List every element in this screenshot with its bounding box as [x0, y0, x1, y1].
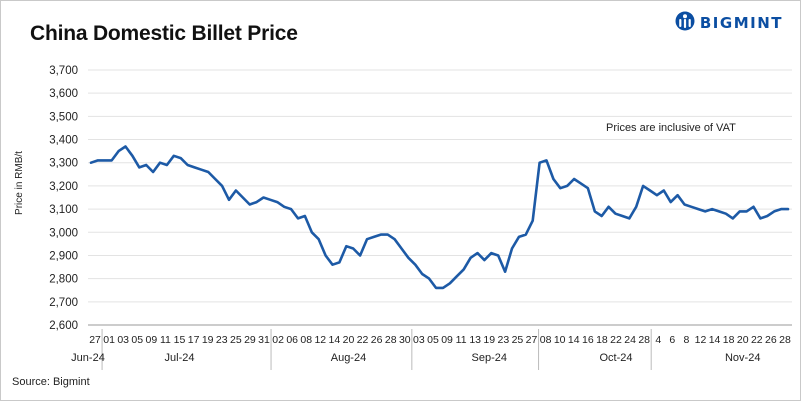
y-axis-label: Price in RMB/t [14, 151, 25, 215]
source-note: Source: Bigmint [12, 376, 90, 388]
x-month-label: Oct-24 [599, 352, 632, 364]
x-tick-label: 22 [751, 334, 763, 346]
x-tick-label: 08 [300, 334, 312, 346]
x-tick-label: 27 [89, 334, 101, 346]
x-tick-label: 15 [174, 334, 186, 346]
x-month-label: Nov-24 [725, 352, 760, 364]
y-tick-label: 2,600 [49, 320, 78, 332]
y-tick-label: 2,800 [49, 274, 78, 286]
x-tick-label: 26 [371, 334, 383, 346]
series-group [89, 145, 790, 290]
x-tick-label: 25 [512, 334, 524, 346]
x-tick-label: 11 [456, 334, 467, 346]
x-tick-label: 28 [385, 334, 397, 346]
y-tick-label: 3,600 [49, 88, 78, 100]
y-tick-label: 2,900 [49, 250, 78, 262]
y-tick-label: 3,000 [49, 227, 78, 239]
x-tick-label: 03 [413, 334, 425, 346]
bigmint-logo-icon [675, 11, 695, 36]
x-tick-label: 29 [244, 334, 256, 346]
x-tick-label: 06 [286, 334, 298, 346]
x-tick-label: 01 [103, 334, 115, 346]
x-month-label: Sep-24 [472, 352, 507, 364]
x-tick-label: 25 [230, 334, 242, 346]
x-tick-label: 05 [131, 334, 143, 346]
x-tick-label: 22 [357, 334, 369, 346]
x-tick-label: 28 [638, 334, 650, 346]
brand-name: BIGMINT [699, 14, 783, 32]
x-tick-label: 4 [655, 334, 661, 346]
y-tick-label: 3,200 [49, 181, 78, 193]
x-tick-label: 27 [526, 334, 538, 346]
x-tick-label: 6 [669, 334, 675, 346]
y-axis: 2,600 2,700 2,800 2,900 3,000 3,100 3,200 3,300… [49, 65, 78, 332]
x-month-label: Jun-24 [71, 352, 105, 364]
x-tick-label: 28 [779, 334, 791, 346]
x-tick-label: 22 [610, 334, 622, 346]
x-tick-label: 20 [737, 334, 749, 346]
x-tick-label: 14 [568, 334, 580, 346]
y-tick-label: 3,500 [49, 111, 78, 123]
x-tick-label: 30 [399, 334, 411, 346]
x-tick-label: 8 [683, 334, 689, 346]
x-tick-label: 10 [554, 334, 566, 346]
y-tick-label: 3,400 [49, 135, 78, 147]
x-tick-label: 12 [314, 334, 326, 346]
x-tick-label: 24 [624, 334, 636, 346]
x-tick-label: 14 [709, 334, 721, 346]
x-month-label: Aug-24 [331, 352, 366, 364]
x-tick-label: 13 [469, 334, 481, 346]
y-tick-label: 3,100 [49, 204, 78, 216]
x-tick-label: 11 [160, 334, 171, 346]
x-tick-label: 19 [202, 334, 214, 346]
x-tick-label: 23 [216, 334, 228, 346]
x-month-label: Jul-24 [165, 352, 195, 364]
price-series-line [89, 145, 790, 290]
x-axis: 27 01 03 05 09 11 15 17 19 23 25 29 31 02 06 08 12 14 20 22… [71, 324, 792, 370]
x-tick-label: 19 [483, 334, 495, 346]
y-tick-label: 3,700 [49, 65, 78, 77]
x-tick-label: 05 [427, 334, 439, 346]
brand-logo: BIGMINT [675, 11, 783, 36]
vat-annotation: Prices are inclusive of VAT [606, 122, 736, 134]
chart-title: China Domestic Billet Price [30, 22, 298, 45]
x-tick-label: 16 [582, 334, 594, 346]
x-tick-label: 18 [596, 334, 608, 346]
x-tick-label: 09 [146, 334, 158, 346]
x-tick-label: 08 [540, 334, 552, 346]
y-tick-label: 2,700 [49, 297, 78, 309]
x-tick-label: 14 [329, 334, 341, 346]
x-tick-label: 02 [272, 334, 284, 346]
x-tick-label: 20 [343, 334, 355, 346]
x-tick-label: 18 [723, 334, 735, 346]
x-tick-label: 09 [441, 334, 453, 346]
x-tick-label: 03 [117, 334, 129, 346]
x-tick-label: 26 [765, 334, 777, 346]
x-tick-label: 17 [188, 334, 200, 346]
y-tick-label: 3,300 [49, 158, 78, 170]
x-tick-label: 23 [498, 334, 510, 346]
x-tick-label: 12 [695, 334, 707, 346]
x-tick-label: 31 [258, 334, 270, 346]
